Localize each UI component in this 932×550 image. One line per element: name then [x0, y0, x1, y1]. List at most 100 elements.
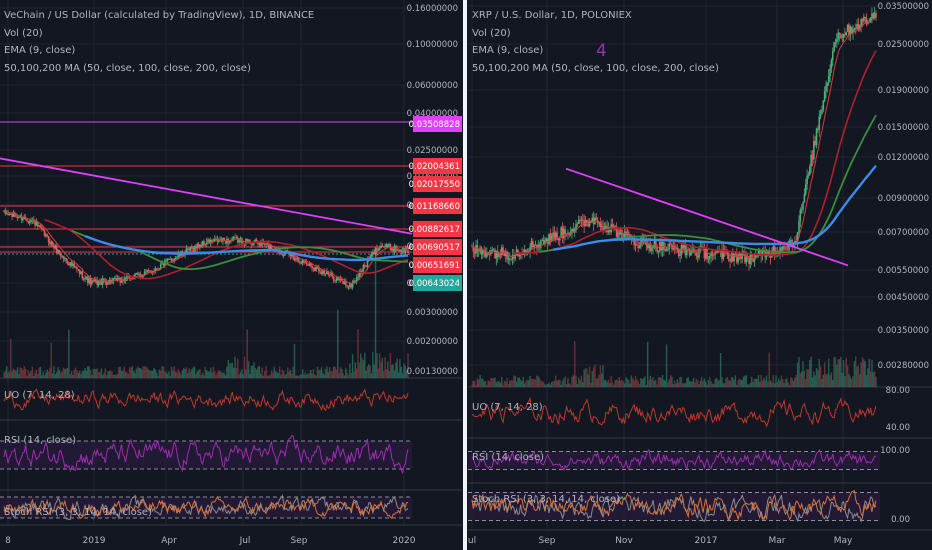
volume-bar — [362, 359, 365, 378]
volume-bar — [483, 381, 485, 387]
volume-bar — [579, 379, 581, 387]
volume-bar — [18, 374, 20, 378]
volume-bar — [70, 371, 73, 378]
candle-body — [358, 270, 361, 277]
volume-bar — [556, 380, 558, 387]
candle-body — [499, 253, 502, 255]
volume-bar — [640, 378, 642, 387]
candle-body — [657, 250, 660, 252]
volume-bar — [339, 366, 342, 378]
volume-bar — [232, 367, 235, 378]
candle-body — [384, 246, 386, 248]
volume-bar — [292, 366, 294, 378]
right-vol-label: Vol (20) — [472, 28, 511, 39]
volume-bar — [718, 379, 720, 387]
candle-body — [112, 278, 115, 281]
volume-bar — [848, 373, 850, 387]
candle-body — [726, 252, 729, 254]
time-tick-label: 2020 — [393, 536, 416, 546]
volume-bar — [698, 384, 700, 387]
volume-bar — [327, 372, 329, 378]
volume-bar — [509, 380, 511, 387]
candle-body — [154, 268, 157, 272]
volume-bar — [35, 369, 38, 378]
left-ma-label: 50,100,200 MA (50, close, 100, close, 20… — [4, 63, 251, 74]
candle-body — [185, 248, 188, 253]
volume-bar — [66, 367, 69, 378]
volume-bar — [799, 373, 802, 387]
volume-bar — [856, 366, 858, 387]
volume-bar — [126, 372, 128, 378]
level-tag-bg — [413, 221, 462, 237]
candle-body — [338, 278, 340, 281]
candle-body — [849, 26, 852, 36]
volume-bar — [787, 382, 789, 387]
candle-body — [676, 248, 679, 250]
volume-bar — [853, 361, 856, 387]
level-tag-bg — [413, 176, 462, 192]
volume-bar — [115, 374, 117, 378]
candle-body — [308, 263, 311, 266]
volume-bar — [626, 378, 629, 387]
volume-bar — [220, 372, 223, 378]
candle-body — [836, 39, 838, 42]
volume-bar — [332, 366, 335, 378]
candle-body — [204, 243, 207, 245]
candle-body — [567, 232, 569, 235]
candle-body — [506, 251, 508, 260]
volume-bar — [672, 384, 675, 387]
candle-body — [173, 259, 176, 262]
candle-body — [621, 229, 623, 241]
volume-bar — [628, 380, 630, 387]
candle-body — [282, 255, 285, 257]
volume-bar — [389, 353, 392, 378]
volume-bar — [810, 356, 812, 387]
volume-bar — [62, 367, 65, 378]
candle-body — [544, 240, 546, 245]
volume-bar — [120, 371, 123, 378]
candle-body — [253, 242, 255, 245]
right-moving-averages — [471, 17, 877, 259]
time-tick-label: 2019 — [83, 536, 106, 546]
candle-body — [103, 278, 105, 282]
candle-body — [473, 251, 476, 254]
volume-bar — [280, 374, 282, 378]
volume-bar — [222, 372, 224, 378]
candle-body — [861, 19, 864, 22]
volume-bar — [638, 384, 641, 387]
candle-body — [790, 240, 792, 242]
volume-bar — [405, 370, 408, 378]
candle-body — [829, 68, 831, 76]
candle-body — [382, 246, 385, 248]
candle-body — [472, 246, 475, 252]
candle-body — [560, 227, 562, 238]
volume-bar — [96, 368, 98, 378]
candle-body — [834, 41, 837, 43]
candle-body — [864, 16, 866, 19]
candle-body — [307, 264, 309, 266]
volume-bar — [170, 366, 173, 378]
volume-bar — [795, 375, 797, 387]
volume-bar — [91, 375, 93, 378]
candle-body — [226, 238, 228, 244]
volume-bar — [659, 376, 661, 387]
volume-bar — [211, 372, 213, 378]
volume-bar — [10, 338, 12, 378]
annotation-number: 4 — [596, 41, 607, 61]
volume-bar — [177, 368, 180, 378]
candle-body — [803, 194, 806, 203]
candle-body — [615, 229, 618, 238]
candle-body — [351, 282, 354, 288]
volume-bar — [145, 366, 147, 378]
volume-bar — [729, 381, 731, 387]
volume-bar — [122, 370, 124, 378]
volume-bar — [149, 370, 151, 378]
candle-body — [373, 252, 376, 255]
panel-separator[interactable] — [463, 0, 467, 550]
right-uo-label: UO (7, 14, 28) — [472, 402, 543, 413]
left-moving-averages — [3, 209, 409, 285]
candle-body — [269, 245, 271, 249]
candle-body — [305, 262, 308, 265]
volume-bar — [653, 380, 656, 387]
volume-bar — [726, 376, 729, 387]
